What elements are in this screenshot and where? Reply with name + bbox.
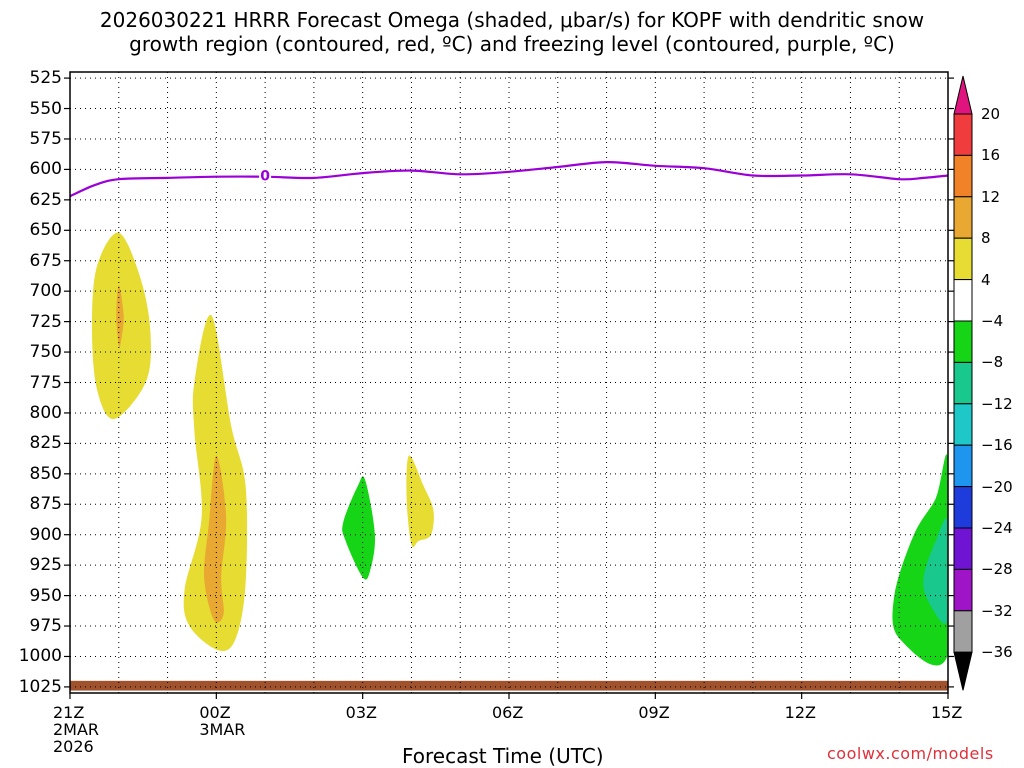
contour-lines: 0 [69,160,949,198]
chart-title: 2026030221 HRRR Forecast Omega (shaded, … [0,8,1024,56]
x-tick-date: 2MAR [53,720,100,739]
y-tick-label-725: 725 [29,311,62,332]
colorbar-label: −20 [981,477,1013,496]
x-tick-time: 12Z [784,703,816,722]
colorbar-label: 12 [981,187,1001,206]
colorbar-label: −28 [981,560,1013,579]
y-tick-label-650: 650 [29,220,62,241]
grid [70,72,948,693]
colorbar-label: 4 [981,270,991,289]
y-tick-label-700: 700 [29,281,62,302]
x-tick-label-06Z: 06Z [492,704,523,721]
y-tick-label-675: 675 [29,250,62,271]
y-tick-label-1025: 1025 [18,676,62,697]
freezing-level-line [69,160,949,198]
colorbar-label: 8 [981,229,991,248]
omega-region-7 [892,454,948,666]
y-tick-label-900: 900 [29,524,62,545]
site-credit[interactable]: coolwx.com/models [827,744,994,763]
y-tick-label-850: 850 [29,463,62,484]
y-tick-label-750: 750 [29,342,62,363]
colorbar-bin--16--12 [953,403,973,446]
axis-ticks [64,77,954,699]
colorbar-bin--4-4 [953,279,973,322]
colorbar-bin-12-16 [953,154,973,198]
freezing-level-label: 0 [260,169,270,185]
y-tick-label-875: 875 [29,494,62,515]
x-tick-label-15Z: 15Z [931,704,962,721]
y-tick-label-575: 575 [29,128,62,149]
colorbar-label: 20 [981,105,1001,123]
colorbar-bin-8-12 [953,196,973,239]
colorbar-label: −32 [981,601,1013,620]
freezing-level-label-bg [259,166,272,183]
x-tick-time: 09Z [638,703,670,722]
omega-region-6 [406,455,434,548]
colorbar [953,75,973,691]
colorbar-bin--32--28 [953,568,973,612]
x-axis-title: Forecast Time (UTC) [402,744,604,768]
colorbar-bin--20--16 [953,444,973,488]
chart-title-line-1: 2026030221 HRRR Forecast Omega (shaded, … [99,8,925,32]
y-tick-label-775: 775 [29,372,62,393]
x-tick-label-03Z: 03Z [346,704,377,721]
colorbar-bin--36--32 [953,610,973,653]
colorbar-label: −8 [981,353,1004,372]
y-tick-label-800: 800 [29,402,62,423]
y-tick-label-625: 625 [29,189,62,210]
x-tick-label-00Z: 00Z 3MAR [199,704,245,738]
y-tick-label-975: 975 [29,616,62,637]
colorbar-label: −16 [981,436,1013,455]
y-tick-label-1000: 1000 [18,646,62,667]
x-tick-date: 2026 [53,737,94,756]
x-tick-label-12Z: 12Z [785,704,816,721]
y-tick-label-550: 550 [29,98,62,119]
colorbar-label: −4 [981,312,1004,330]
x-tick-time: 00Z [199,703,231,722]
colorbar-label: −12 [981,394,1013,413]
y-tick-label-925: 925 [29,555,62,576]
omega-region-8 [923,518,948,624]
x-tick-label-21Z: 21Z 2MAR 2026 [53,704,99,755]
x-tick-time: 21Z [53,703,85,722]
colorbar-bin--28--24 [953,527,973,570]
omega-region-2 [116,285,124,348]
y-tick-label-600: 600 [29,159,62,180]
x-tick-time: 15Z [931,703,963,722]
x-tick-time: 06Z [492,703,524,722]
omega-region-5 [342,476,376,580]
y-tick-label-825: 825 [29,433,62,454]
omega-region-4 [203,455,227,623]
colorbar-label: −36 [981,643,1013,662]
chart-title-line-2: growth region (contoured, red, ºC) and f… [129,32,895,56]
colorbar-bin--12--8 [953,361,973,405]
x-tick-time: 03Z [345,703,377,722]
ground-band [70,680,948,691]
colorbar-label: 16 [981,146,1001,165]
x-tick-date: 3MAR [199,720,246,739]
colorbar-bin-16-20 [953,113,973,156]
colorbar-bin--8--4 [953,320,973,363]
colorbar-over-arrow [953,75,973,115]
x-tick-label-09Z: 09Z [638,704,669,721]
omega-shading [92,232,948,666]
y-tick-label-525: 525 [29,68,62,89]
colorbar-bin-4-8 [953,237,973,281]
colorbar-under-arrow [953,651,973,691]
ground-layer [70,680,948,691]
colorbar-label: −24 [981,519,1013,537]
colorbar-bin--24--20 [953,486,973,529]
y-tick-label-950: 950 [29,585,62,606]
